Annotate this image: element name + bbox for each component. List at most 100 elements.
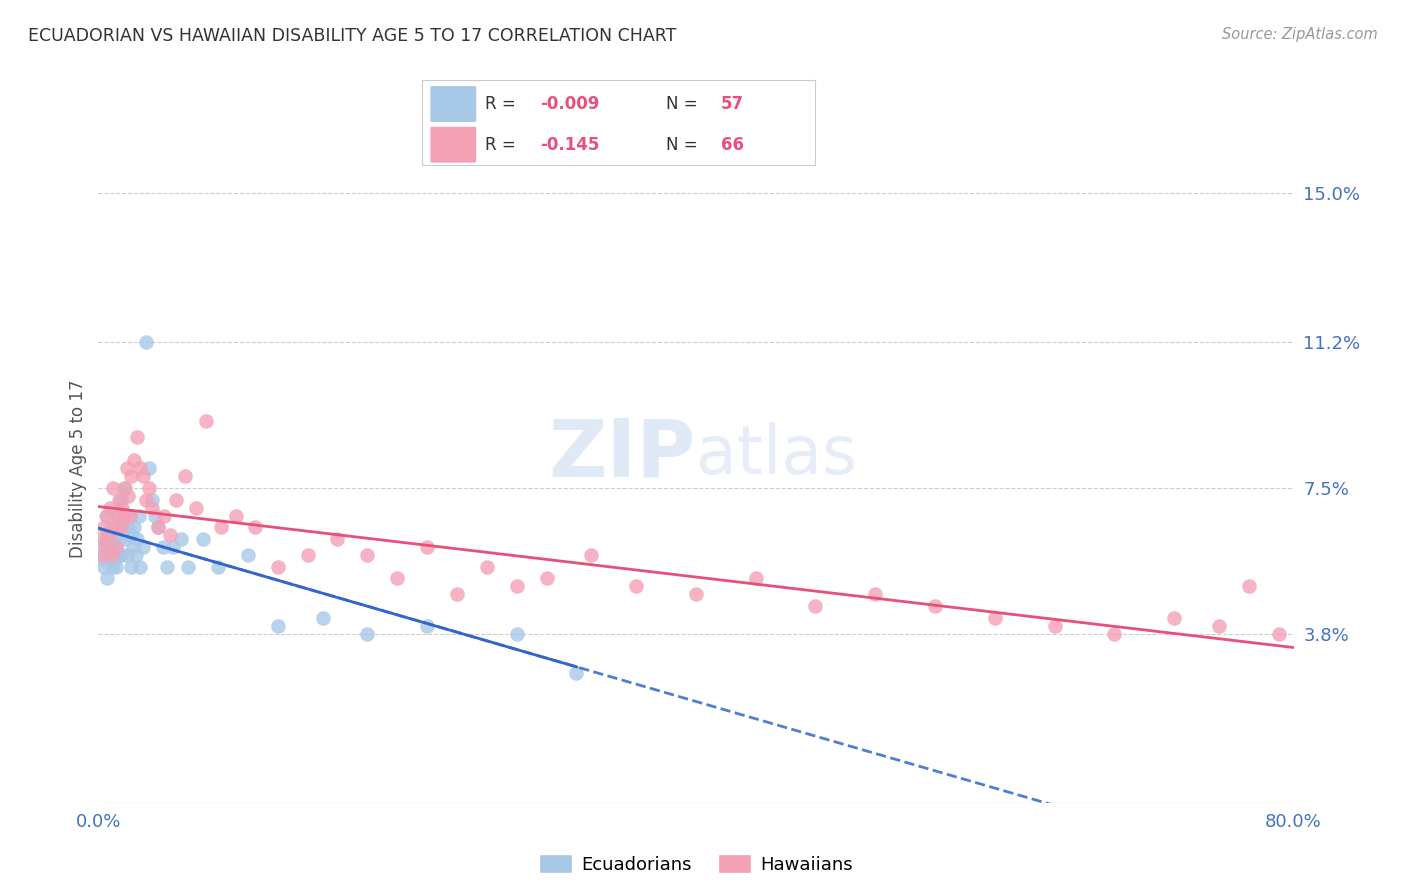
Point bbox=[865, 587, 887, 601]
Point bbox=[1043, 618, 1066, 632]
Point bbox=[105, 540, 128, 554]
Text: -0.009: -0.009 bbox=[540, 95, 599, 113]
Point bbox=[120, 528, 142, 542]
Point bbox=[141, 492, 163, 507]
Point bbox=[207, 559, 229, 574]
Point bbox=[506, 579, 529, 593]
Point bbox=[165, 492, 187, 507]
Point bbox=[416, 618, 439, 632]
Point bbox=[138, 481, 160, 495]
Point bbox=[141, 500, 163, 515]
Point bbox=[97, 528, 120, 542]
Point bbox=[1386, 678, 1406, 692]
Point bbox=[1163, 611, 1185, 625]
Point bbox=[983, 611, 1005, 625]
Point bbox=[114, 481, 136, 495]
Point bbox=[174, 469, 197, 483]
Point bbox=[804, 599, 827, 613]
Text: atlas: atlas bbox=[696, 422, 856, 488]
Point bbox=[97, 548, 120, 562]
Point bbox=[107, 508, 129, 523]
Point bbox=[159, 528, 181, 542]
Point bbox=[148, 520, 170, 534]
Point bbox=[112, 508, 135, 523]
Point bbox=[105, 540, 128, 554]
Point bbox=[209, 520, 232, 534]
Point bbox=[94, 540, 117, 554]
Point bbox=[114, 532, 136, 546]
Point bbox=[565, 665, 588, 680]
Point bbox=[184, 500, 207, 515]
Point bbox=[103, 520, 125, 534]
Point bbox=[128, 508, 150, 523]
Point bbox=[148, 520, 170, 534]
Point bbox=[118, 508, 141, 523]
Point bbox=[135, 492, 157, 507]
Point bbox=[326, 532, 349, 546]
Text: Source: ZipAtlas.com: Source: ZipAtlas.com bbox=[1222, 27, 1378, 42]
Point bbox=[267, 618, 290, 632]
Point bbox=[356, 626, 378, 640]
Point bbox=[107, 508, 129, 523]
Point bbox=[96, 508, 118, 523]
Point bbox=[90, 540, 112, 554]
Point bbox=[132, 469, 155, 483]
Point bbox=[225, 508, 247, 523]
Point bbox=[267, 559, 290, 574]
Point bbox=[356, 548, 378, 562]
Point bbox=[129, 461, 152, 475]
Point bbox=[143, 508, 166, 523]
Point bbox=[536, 572, 558, 586]
Text: ECUADORIAN VS HAWAIIAN DISABILITY AGE 5 TO 17 CORRELATION CHART: ECUADORIAN VS HAWAIIAN DISABILITY AGE 5 … bbox=[28, 27, 676, 45]
Point bbox=[153, 508, 176, 523]
Legend: Ecuadorians, Hawaiians: Ecuadorians, Hawaiians bbox=[531, 847, 860, 880]
Text: ZIP: ZIP bbox=[548, 416, 696, 494]
Point bbox=[120, 559, 142, 574]
Point bbox=[101, 528, 124, 542]
Point bbox=[101, 559, 124, 574]
Point bbox=[98, 540, 122, 554]
FancyBboxPatch shape bbox=[430, 86, 477, 123]
Point bbox=[93, 520, 115, 534]
Point bbox=[108, 492, 131, 507]
Point bbox=[416, 540, 439, 554]
Point bbox=[118, 508, 141, 523]
Point bbox=[1267, 626, 1289, 640]
Point bbox=[103, 481, 125, 495]
Y-axis label: Disability Age 5 to 17: Disability Age 5 to 17 bbox=[69, 379, 87, 558]
Point bbox=[91, 551, 114, 566]
Text: R =: R = bbox=[485, 136, 516, 153]
Point bbox=[169, 532, 191, 546]
Point bbox=[152, 540, 174, 554]
Point bbox=[924, 599, 946, 613]
Point bbox=[1298, 639, 1320, 653]
Point bbox=[1237, 579, 1260, 593]
Text: R =: R = bbox=[485, 95, 516, 113]
Point bbox=[245, 520, 267, 534]
Point bbox=[107, 548, 129, 562]
Point bbox=[101, 548, 124, 562]
Point bbox=[93, 559, 115, 574]
Point bbox=[177, 559, 200, 574]
Point bbox=[115, 461, 138, 475]
Text: N =: N = bbox=[666, 136, 697, 153]
Point bbox=[124, 520, 146, 534]
Point bbox=[111, 520, 134, 534]
Point bbox=[98, 500, 122, 515]
Point bbox=[162, 540, 184, 554]
Point bbox=[115, 548, 138, 562]
Point bbox=[129, 559, 152, 574]
Text: 57: 57 bbox=[721, 95, 744, 113]
Point bbox=[110, 492, 132, 507]
Point bbox=[311, 611, 333, 625]
Point bbox=[111, 548, 134, 562]
Point bbox=[104, 551, 127, 566]
Point bbox=[132, 540, 155, 554]
Point bbox=[1208, 618, 1230, 632]
Point bbox=[581, 548, 603, 562]
Point bbox=[127, 430, 149, 444]
Point bbox=[112, 481, 135, 495]
Point bbox=[156, 559, 179, 574]
Point bbox=[108, 532, 131, 546]
Point bbox=[124, 453, 146, 467]
